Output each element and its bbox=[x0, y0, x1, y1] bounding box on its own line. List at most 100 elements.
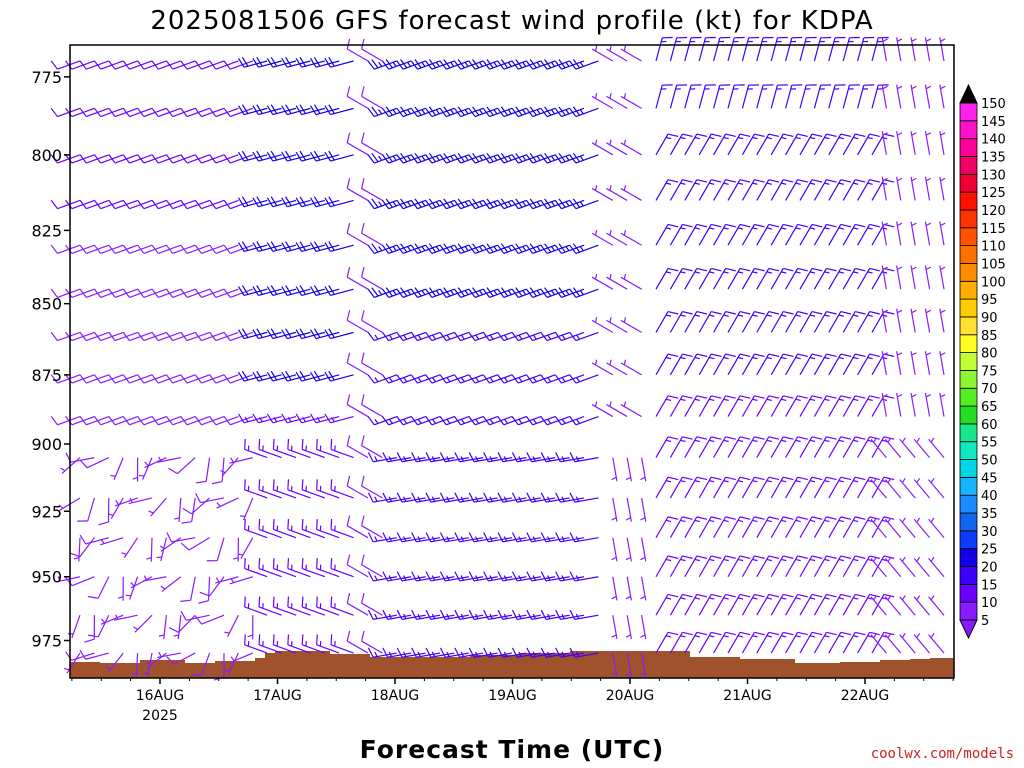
wind-barb bbox=[698, 631, 722, 654]
wind-barb bbox=[698, 395, 722, 417]
wind-barb bbox=[828, 36, 846, 62]
wind-barb bbox=[870, 595, 887, 616]
wind-barb bbox=[770, 267, 794, 290]
wind-barb bbox=[770, 223, 794, 246]
wind-barb bbox=[194, 614, 225, 625]
wind-barb bbox=[857, 311, 880, 333]
wind-barb bbox=[100, 614, 124, 625]
wind-barb bbox=[411, 532, 441, 543]
wind-barb bbox=[799, 179, 823, 201]
wind-barb bbox=[713, 555, 736, 578]
wind-barb bbox=[770, 516, 794, 538]
wind-barb bbox=[540, 609, 570, 620]
wind-barb bbox=[910, 265, 917, 290]
wind-barb bbox=[924, 84, 932, 109]
wind-barb bbox=[881, 84, 888, 109]
wind-barb bbox=[756, 593, 780, 616]
wind-barb bbox=[857, 267, 880, 290]
wind-barb bbox=[258, 596, 282, 616]
wind-barb bbox=[770, 593, 794, 616]
wind-barb bbox=[713, 84, 731, 109]
wind-barb bbox=[857, 84, 875, 109]
colorbar-segment bbox=[959, 601, 978, 621]
wind-barb bbox=[287, 479, 311, 499]
colorbar-bottom-arrow bbox=[959, 619, 978, 640]
x-axis: 16AUG 2025 17AUG 18AUG 19AUG 20AUG 21AUG 22AUG bbox=[71, 678, 954, 724]
wind-barb bbox=[842, 179, 866, 201]
wind-barb bbox=[181, 497, 196, 524]
wind-barb bbox=[295, 370, 325, 382]
wind-barb bbox=[439, 647, 469, 658]
wind-barb bbox=[382, 609, 412, 620]
wind-barb bbox=[361, 38, 383, 62]
colorbar-tick-label: 70 bbox=[981, 382, 998, 397]
wind-barb bbox=[698, 267, 722, 290]
wind-barb bbox=[785, 311, 808, 333]
wind-barb bbox=[884, 437, 902, 458]
wind-barb bbox=[330, 596, 354, 616]
colorbar-tick-label: 15 bbox=[981, 578, 998, 593]
wind-barb bbox=[244, 596, 268, 616]
wind-barb bbox=[924, 37, 932, 62]
wind-barb bbox=[669, 84, 688, 109]
wind-barb bbox=[483, 609, 513, 620]
wind-barb bbox=[346, 394, 369, 418]
wind-barb bbox=[361, 630, 383, 654]
wind-barb bbox=[540, 492, 570, 503]
wind-barb bbox=[756, 36, 774, 62]
x-axis-title: Forecast Time (UTC) bbox=[360, 735, 665, 764]
colorbar-segment bbox=[959, 476, 978, 496]
wind-barb bbox=[620, 273, 642, 290]
wind-barb bbox=[741, 223, 765, 246]
wind-barb bbox=[655, 353, 679, 376]
wind-barb bbox=[684, 223, 708, 246]
colorbar-segment bbox=[959, 138, 978, 157]
wind-barb bbox=[899, 437, 916, 458]
wind-barb bbox=[591, 229, 614, 246]
wind-barb bbox=[301, 438, 326, 459]
wind-barb bbox=[454, 532, 484, 543]
wind-barb bbox=[857, 516, 880, 538]
wind-barb bbox=[684, 36, 702, 62]
wind-barb bbox=[454, 609, 484, 620]
wind-barb bbox=[756, 223, 780, 246]
wind-barb bbox=[842, 311, 866, 333]
colorbar-segment bbox=[959, 370, 978, 389]
wind-barb bbox=[266, 241, 297, 253]
wind-barb bbox=[361, 310, 383, 333]
colorbar-segment bbox=[959, 227, 978, 247]
wind-barb bbox=[611, 537, 618, 562]
wind-barb bbox=[468, 609, 498, 620]
wind-barb bbox=[497, 452, 527, 463]
wind-barb bbox=[361, 435, 383, 459]
wind-barb bbox=[713, 36, 731, 62]
wind-barb bbox=[713, 179, 736, 201]
wind-barb bbox=[295, 241, 325, 253]
wind-barb bbox=[223, 374, 254, 384]
wind-barb bbox=[910, 176, 917, 201]
colorbar-segment bbox=[959, 263, 978, 282]
wind-barb bbox=[411, 571, 441, 582]
wind-barb bbox=[655, 593, 679, 616]
y-axis: 775 800 825 850 875 900 925 950 975 bbox=[31, 68, 70, 651]
wind-barb bbox=[324, 150, 354, 162]
wind-barb bbox=[741, 179, 765, 201]
wind-barb bbox=[69, 537, 95, 558]
wind-barb bbox=[555, 609, 585, 620]
wind-barb bbox=[144, 457, 167, 469]
wind-barb bbox=[785, 223, 808, 246]
wind-barb bbox=[281, 413, 311, 424]
wind-barb bbox=[295, 285, 325, 296]
wind-barb bbox=[361, 352, 383, 376]
wind-barb bbox=[713, 476, 736, 499]
wind-barb bbox=[540, 647, 570, 658]
wind-barb bbox=[842, 36, 860, 62]
colorbar-tick-label: 30 bbox=[981, 525, 998, 540]
wind-barb bbox=[146, 537, 153, 562]
wind-barb bbox=[913, 595, 931, 616]
wind-barb bbox=[483, 571, 513, 582]
wind-barb bbox=[98, 497, 110, 526]
wind-barb bbox=[60, 457, 81, 474]
wind-barb bbox=[238, 328, 268, 340]
wind-barb bbox=[828, 395, 852, 417]
